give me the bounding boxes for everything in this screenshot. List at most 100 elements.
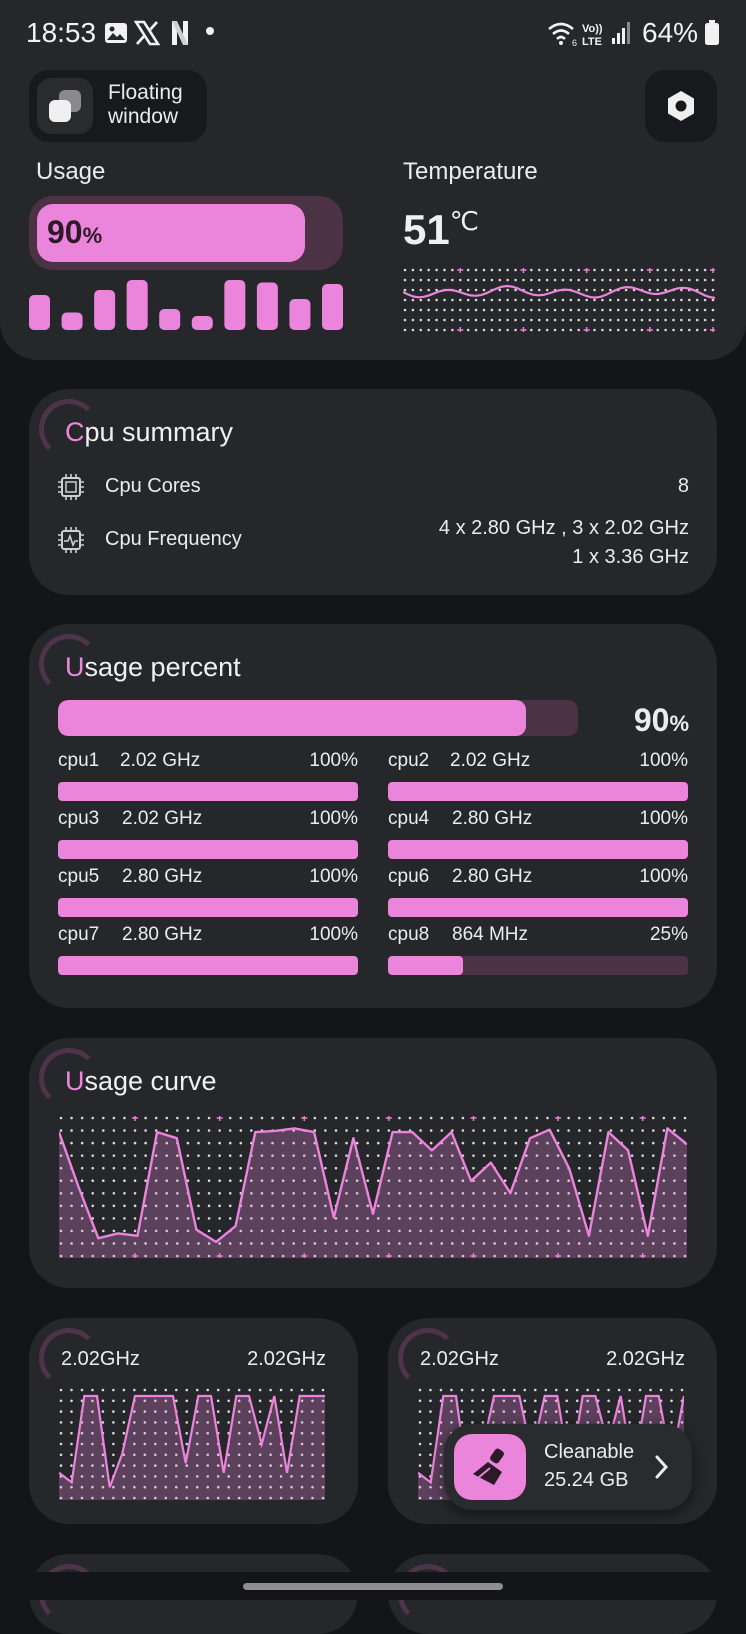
grid-dot: [112, 1496, 115, 1500]
grid-dot: [302, 1204, 306, 1208]
settings-button[interactable]: [645, 70, 717, 142]
grid-dot: [260, 1204, 264, 1208]
grid-dot: [419, 1116, 422, 1120]
gesture-navigation-bar[interactable]: [243, 1583, 503, 1590]
grid-dot: [122, 1399, 126, 1403]
grid-dot: [324, 1154, 327, 1157]
grid-dot: [601, 318, 604, 322]
grid-dot: [599, 1204, 602, 1208]
grid-dot: [419, 1229, 422, 1233]
grid-dot: [535, 1229, 539, 1233]
grid-dot: [143, 1388, 147, 1392]
grid-dot: [290, 1431, 293, 1435]
grid-dot: [311, 1485, 314, 1489]
grid-dot: [195, 1431, 199, 1435]
svg-text:6: 6: [572, 38, 577, 46]
cpu-core-frequency: 2.80 GHz: [122, 866, 203, 887]
grid-dot: [429, 1191, 433, 1195]
grid-dot: [535, 1179, 539, 1183]
grid-dot: [651, 1254, 655, 1258]
grid-dot: [123, 1229, 126, 1233]
floating-window-icon: [37, 78, 93, 134]
grid-dot: [502, 1421, 506, 1424]
grid-dot: [440, 1191, 444, 1195]
grid-dot: [143, 1442, 147, 1446]
grid-dot: [387, 1179, 391, 1183]
grid-dot: [535, 1166, 539, 1170]
grid-dot: [419, 308, 423, 312]
grid-dot: [672, 298, 675, 302]
grid-dot: [185, 1442, 189, 1446]
grid-dot: [144, 1141, 147, 1145]
grid-dot: [112, 1166, 116, 1170]
grid-dot: [271, 1166, 274, 1170]
grid-dot: [461, 1191, 465, 1195]
grid-dot: [443, 328, 446, 332]
grid-dot: [248, 1475, 251, 1478]
grid-dot: [493, 1116, 496, 1120]
floating-window-button[interactable]: Floating window: [29, 70, 207, 142]
grid-dot: [174, 1399, 178, 1403]
grid-dot: [216, 1410, 220, 1413]
grid-dot: [703, 318, 707, 322]
grid-dot: [561, 328, 565, 332]
grid-dot: [387, 1204, 391, 1208]
grid-dot: [59, 1166, 63, 1170]
grid-dot: [616, 278, 620, 282]
grid-dot: [206, 1496, 210, 1500]
grid-dot: [419, 1166, 422, 1170]
grid-dot: [271, 1204, 274, 1208]
grid-dot: [544, 1399, 548, 1403]
grid-dot: [70, 1229, 73, 1233]
grid-dot: [408, 1204, 412, 1208]
grid-dot: [176, 1204, 179, 1208]
grid-dot: [59, 1129, 63, 1132]
grid-dot: [662, 1229, 666, 1233]
grid-dot: [490, 298, 494, 302]
cpu-core-frequency: 864 MHz: [452, 924, 529, 945]
grid-dot: [290, 1485, 293, 1489]
grid-dot: [599, 1191, 602, 1195]
grid-dot: [258, 1410, 262, 1413]
grid-dot: [429, 1166, 433, 1170]
grid-dot: [279, 1421, 283, 1424]
grid-dot: [290, 1388, 293, 1392]
grid-dot: [248, 1421, 251, 1424]
grid-dot: [703, 308, 707, 312]
cleanable-button[interactable]: Cleanable 25.24 GB: [444, 1424, 692, 1510]
grid-dot: [435, 288, 438, 292]
grid-dot: [91, 1464, 94, 1467]
grid-dot: [376, 1204, 380, 1208]
usage-bar: [322, 284, 343, 330]
grid-dot: [599, 1141, 602, 1145]
grid-dot: [345, 1229, 348, 1233]
grid-dot: [313, 1242, 317, 1245]
grid-dot: [617, 1410, 621, 1413]
grid-dot: [248, 1453, 251, 1457]
grid-dot: [101, 1453, 105, 1457]
grid-dot: [324, 1217, 327, 1220]
grid-plus: [385, 1253, 392, 1258]
grid-dot: [435, 268, 438, 272]
grid-dot: [553, 328, 557, 332]
grid-dot: [70, 1431, 73, 1435]
grid-dot: [523, 1399, 527, 1403]
grid-dot: [419, 1179, 422, 1183]
grid-dot: [292, 1116, 295, 1120]
usage-history-bars: [29, 280, 343, 330]
grid-dot: [703, 298, 707, 302]
grid-dot: [493, 1217, 496, 1220]
grid-dot: [683, 1229, 687, 1233]
grid-dot: [427, 288, 430, 292]
grid-dot: [545, 328, 549, 332]
grid-dot: [321, 1475, 325, 1478]
grid-dot: [324, 1204, 327, 1208]
grid-dot: [556, 1204, 560, 1208]
grid-dot: [80, 1229, 84, 1233]
cpu-core-bar: [58, 956, 358, 975]
grid-dot: [250, 1254, 253, 1258]
grid-dot: [300, 1464, 304, 1467]
grid-dot: [601, 268, 604, 272]
grid-dot: [143, 1475, 147, 1478]
grid-dot: [472, 1204, 475, 1208]
